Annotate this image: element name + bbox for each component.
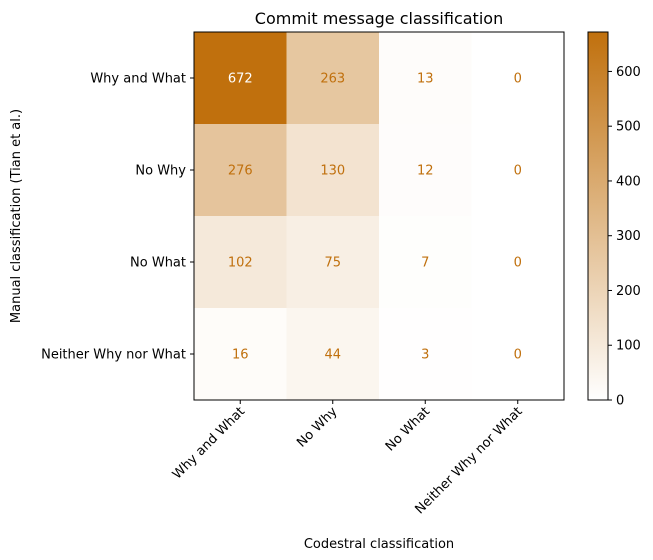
colorbar-tick-label: 200 [616, 284, 641, 299]
cell-value-label: 102 [228, 256, 253, 271]
heatmap-cell [286, 308, 380, 401]
colorbar-tick-label: 300 [616, 229, 641, 244]
heatmap-cell [379, 216, 472, 309]
colorbar [587, 31, 609, 401]
heatmap-cell [194, 124, 287, 217]
heatmap-cell [471, 216, 565, 309]
cell-value-label: 0 [514, 164, 522, 179]
heatmap-cell [194, 216, 287, 309]
heatmap-cell [471, 124, 565, 217]
y-tick-label: No What [130, 256, 186, 271]
colorbar-tick-label: 100 [616, 339, 641, 354]
cell-value-label: 75 [324, 256, 341, 271]
heatmap-cell [286, 216, 380, 309]
heatmap-cell [194, 308, 287, 401]
heatmap-cell [471, 32, 565, 125]
cell-value-label: 16 [232, 348, 249, 363]
colorbar-tick-label: 500 [616, 120, 641, 135]
cell-value-label: 44 [324, 348, 341, 363]
x-tick-label: No Why [294, 404, 341, 451]
colorbar-tick-label: 600 [616, 65, 641, 80]
cell-value-label: 130 [320, 164, 345, 179]
chart-title: Commit message classification [255, 9, 503, 28]
colorbar-tick-label: 400 [616, 174, 641, 189]
plot-frame [193, 31, 565, 401]
colorbar-ticks: 0 100 200 300 400 500 600 [608, 65, 641, 409]
heatmap-cell [379, 32, 472, 125]
heatmap-cell [286, 32, 380, 125]
y-tick-label: No Why [135, 164, 186, 179]
y-axis-label: Manual classification (Tian et al.) [9, 109, 24, 323]
cell-value-label: 672 [228, 72, 253, 87]
x-axis-label: Codestral classification [304, 537, 454, 552]
cell-value-label: 0 [514, 256, 522, 271]
colorbar-tick-label: 0 [616, 394, 624, 409]
x-tick-label: Neither Why nor What [413, 404, 526, 517]
y-tick-label: Neither Why nor What [41, 348, 186, 363]
heatmap-cell [379, 308, 472, 401]
cell-value-label: 13 [417, 72, 434, 87]
cell-value-label: 263 [320, 72, 345, 87]
heatmap-cell [286, 124, 380, 217]
y-tick-label: Why and What [90, 72, 186, 87]
x-tick-label: Why and What [170, 404, 248, 482]
heatmap-cell [379, 124, 472, 217]
y-axis-ticks: Why and What No Why No What Neither Why nor… [41, 72, 194, 363]
cell-value-label: 0 [514, 72, 522, 87]
cell-value-label: 7 [421, 256, 429, 271]
cell-value-label: 3 [421, 348, 429, 363]
cell-value-label: 0 [514, 348, 522, 363]
cell-value-label: 12 [417, 164, 434, 179]
heatmap-cell [194, 32, 287, 125]
cell-value-label: 276 [228, 164, 253, 179]
heatmap-cell [471, 308, 565, 401]
x-tick-label: No What [383, 404, 433, 454]
